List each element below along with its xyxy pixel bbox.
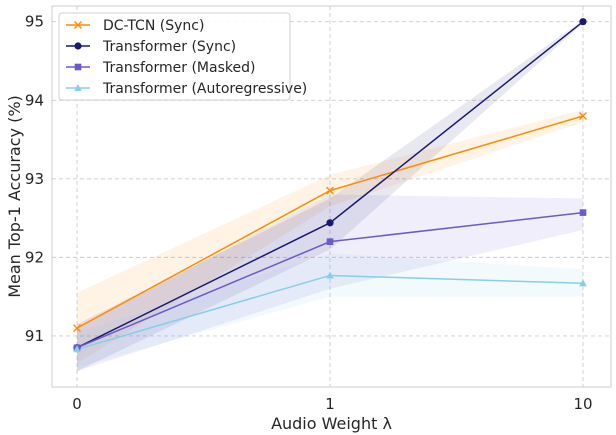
data-point-3-2	[579, 279, 587, 287]
legend-item: Transformer (Sync)	[66, 39, 236, 55]
confidence-band-1	[77, 20, 583, 372]
legend-label: Transformer (Sync)	[102, 39, 236, 55]
legend-item: Transformer (Masked)	[66, 60, 255, 76]
confidence-bands	[77, 20, 583, 372]
y-tick-label: 95	[25, 13, 44, 31]
legend-marker-0	[74, 21, 82, 29]
x-tick-label: 10	[573, 395, 592, 413]
data-point-1-1	[326, 219, 334, 227]
x-axis-label: Audio Weight λ	[271, 414, 392, 433]
x-tick-label: 1	[325, 395, 335, 413]
y-tick-label: 92	[25, 248, 44, 266]
legend-item: Transformer (Autoregressive)	[66, 81, 307, 97]
data-point-0-1	[326, 186, 334, 195]
legend-marker-2	[74, 63, 82, 71]
plot-frame	[51, 5, 612, 388]
data-point-0-2	[579, 111, 587, 120]
data-point-2-2	[579, 209, 587, 216]
series-markers	[73, 18, 587, 353]
x-tick-label: 0	[72, 395, 82, 413]
legend-label: Transformer (Autoregressive)	[102, 81, 307, 97]
y-tick-label: 93	[25, 170, 44, 188]
legend-marker-1	[74, 42, 82, 50]
legend: DC-TCN (Sync) Transformer (Sync) Transform…	[58, 12, 307, 101]
x-tick-labels: 0 1 10	[72, 395, 592, 413]
y-tick-labels: 91 92 93 94 95	[25, 13, 44, 345]
legend-marker-3	[74, 84, 82, 91]
confidence-band-2	[77, 194, 583, 372]
data-point-1-2	[579, 18, 587, 26]
confidence-band-3	[77, 253, 583, 368]
data-point-3-0	[73, 345, 81, 353]
legend-label: Transformer (Masked)	[102, 60, 255, 76]
data-point-0-0	[73, 324, 81, 333]
data-point-3-1	[326, 271, 334, 279]
legend-item: DC-TCN (Sync)	[66, 18, 204, 34]
data-point-2-1	[326, 238, 334, 245]
y-tick-label: 94	[25, 91, 44, 109]
legend-box	[58, 12, 291, 101]
y-axis-label: Mean Top-1 Accuracy (%)	[5, 95, 24, 298]
legend-label: DC-TCN (Sync)	[103, 18, 204, 34]
y-tick-label: 91	[25, 327, 44, 345]
confidence-band-0	[77, 109, 583, 364]
